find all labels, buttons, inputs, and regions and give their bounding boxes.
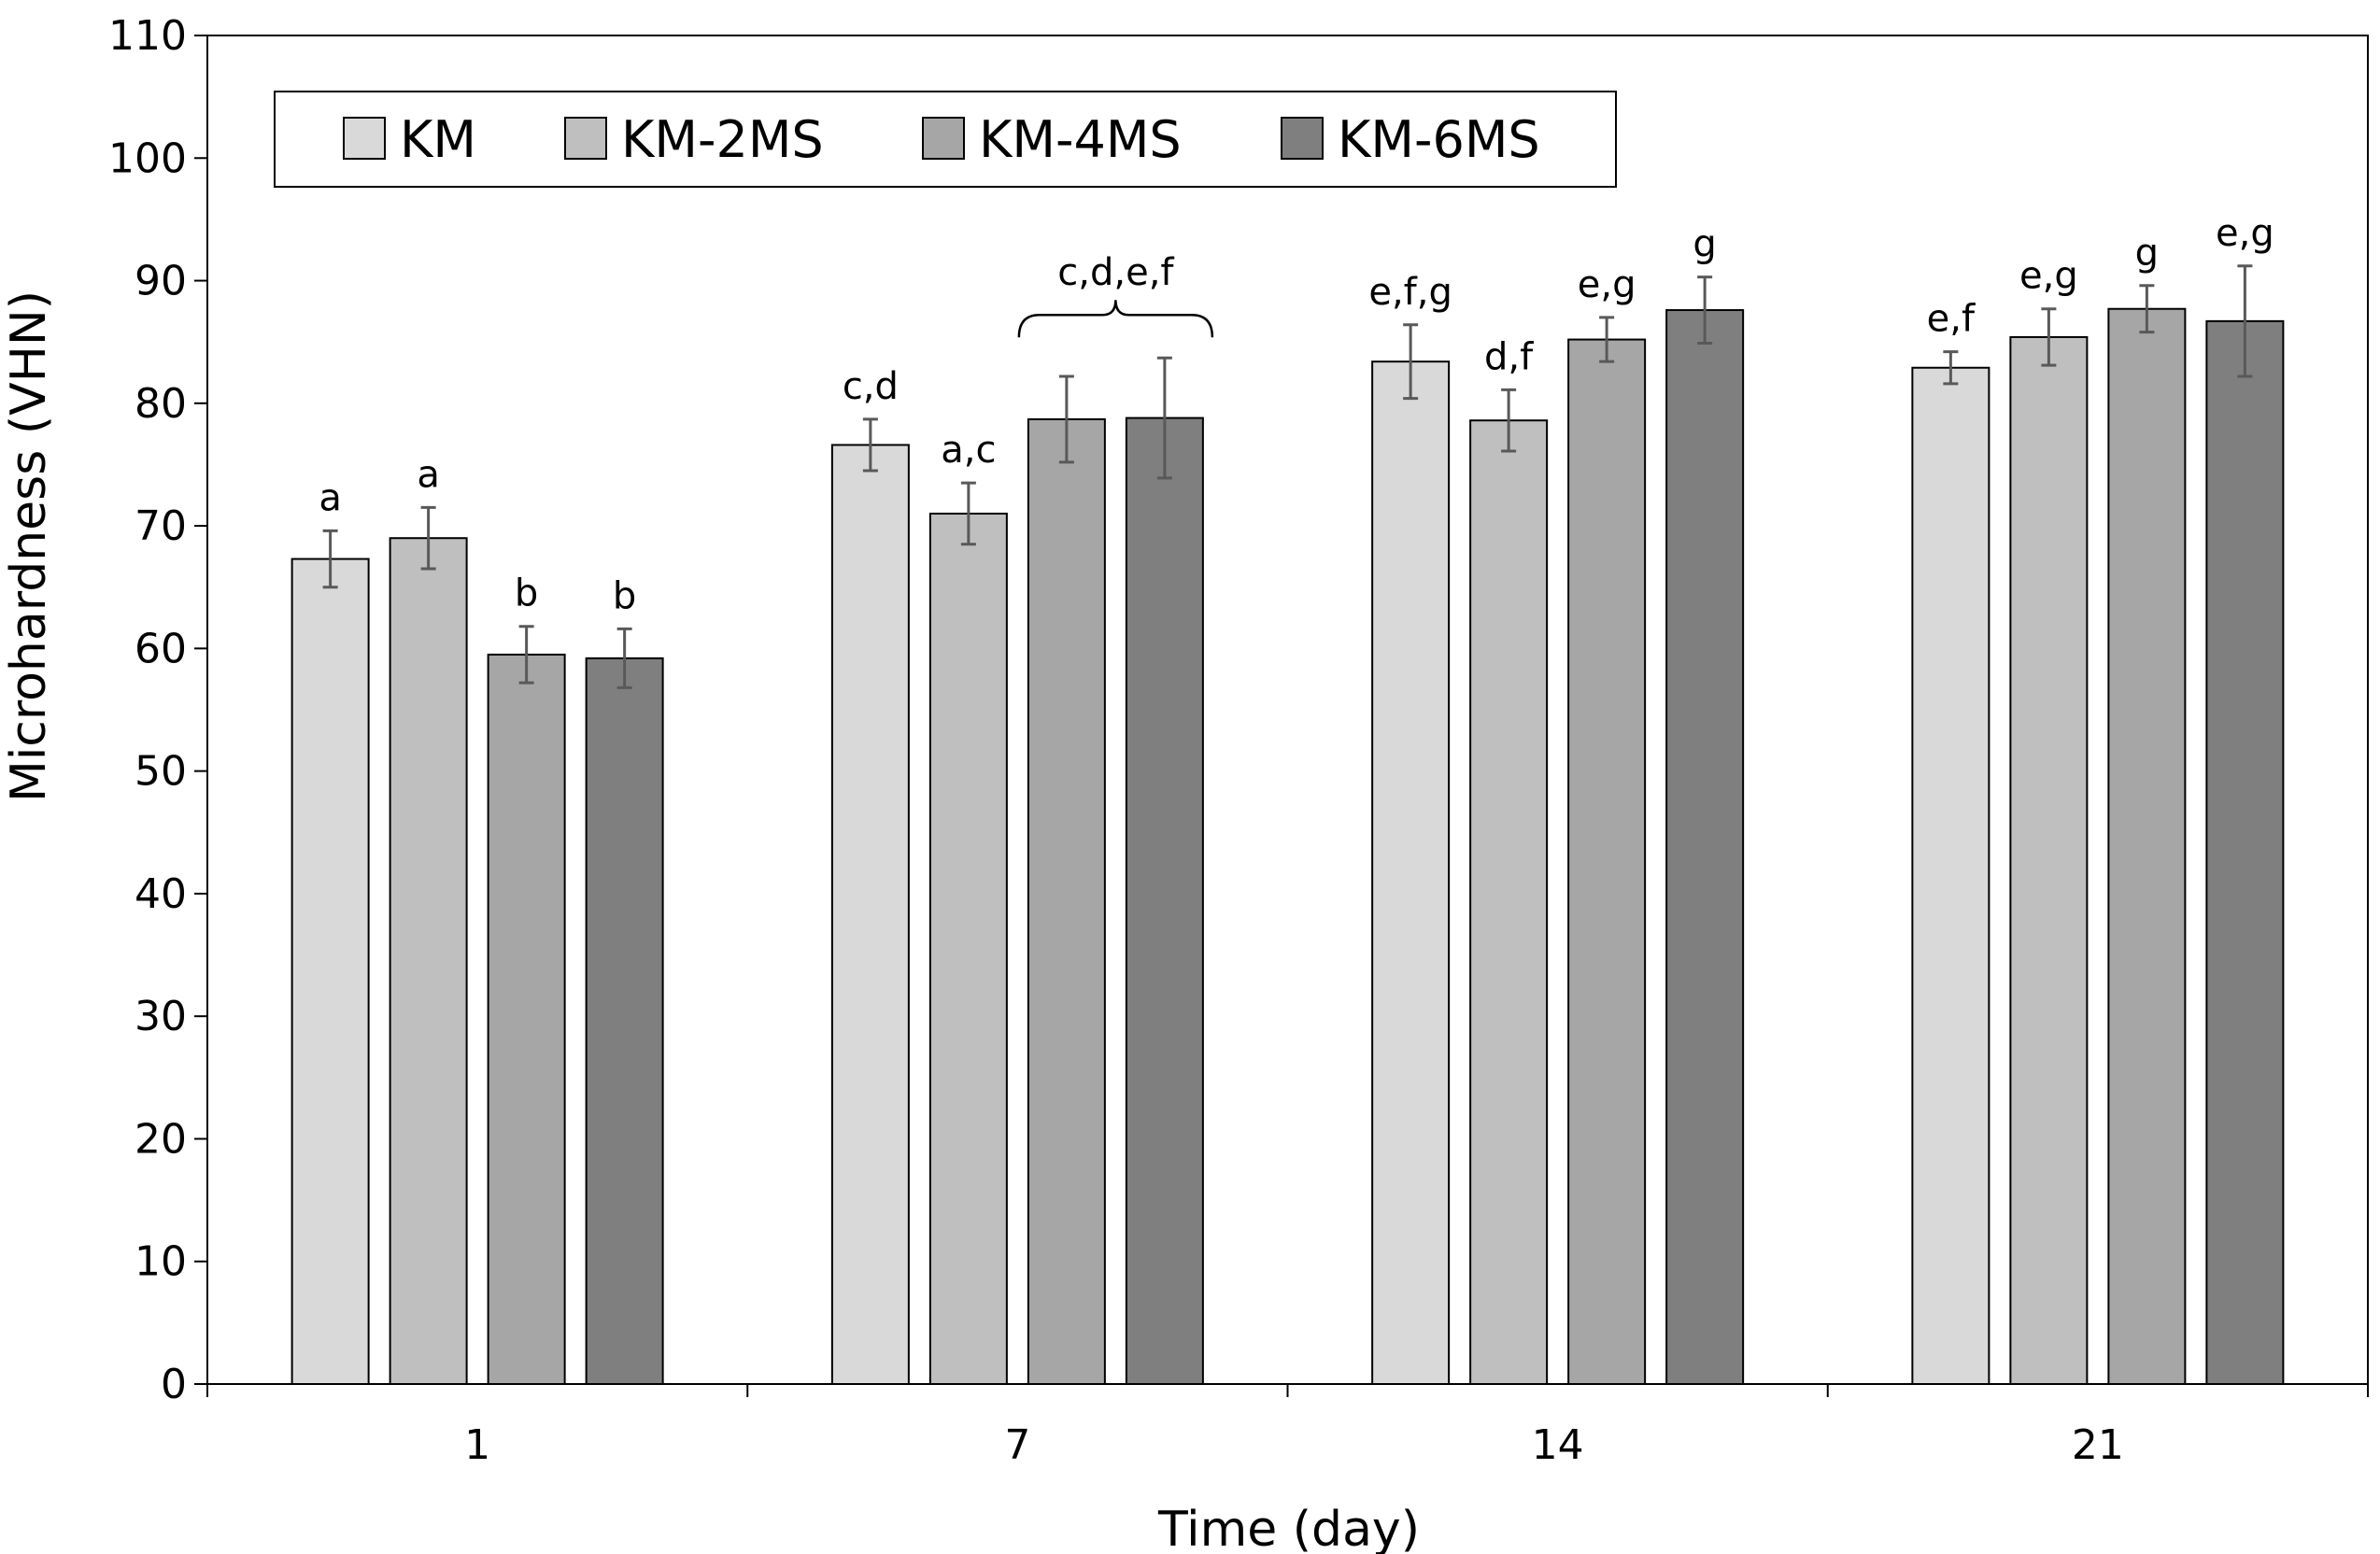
legend-swatch (564, 117, 607, 160)
y-tick-label: 80 (135, 380, 187, 428)
x-axis: 1 7 14 21 (206, 1384, 2369, 1469)
y-tick-label: 0 (161, 1361, 187, 1408)
significance-label: e,g (1578, 263, 1636, 306)
y-tick-label: 90 (135, 258, 187, 305)
bar (1567, 338, 1647, 1385)
y-axis: 0 10 20 30 40 50 60 70 80 90 100 110 (108, 12, 207, 1408)
significance-label: g (1693, 223, 1716, 266)
significance-label: b (613, 574, 636, 617)
bar (1125, 417, 1204, 1385)
bar (2009, 335, 2089, 1385)
significance-label: b (515, 572, 538, 615)
bar (389, 537, 468, 1385)
x-tick-label: 21 (2072, 1421, 2124, 1469)
bar (1469, 419, 1549, 1385)
y-tick-label: 110 (108, 12, 187, 60)
y-tick-label: 20 (135, 1115, 187, 1163)
bar (2205, 319, 2285, 1385)
legend-swatch (922, 117, 965, 160)
significance-label: d,f (1484, 335, 1534, 378)
bar (487, 653, 566, 1385)
y-tick-label: 30 (135, 993, 187, 1040)
bar (1665, 309, 1745, 1385)
y-tick-label: 70 (135, 502, 187, 550)
bars: a c,d e,f,g e,f a a,c d,f e,g b e,g g b g e,g (290, 212, 2285, 1386)
x-tick-label: 1 (464, 1421, 490, 1469)
significance-label: e,f,g (1368, 271, 1452, 314)
legend: KM KM-2MS KM-4MS KM-6MS (274, 91, 1617, 188)
y-tick-label: 60 (135, 625, 187, 672)
significance-brace (1017, 300, 1214, 338)
y-tick-label: 50 (135, 748, 187, 796)
bar (1911, 366, 1990, 1385)
legend-label: KM-6MS (1338, 110, 1540, 169)
legend-label: KM (400, 110, 476, 169)
significance-label: a,c (941, 429, 996, 472)
bar (830, 444, 910, 1385)
significance-label: a (417, 453, 440, 496)
legend-swatch (1281, 117, 1324, 160)
x-tick-label: 14 (1532, 1421, 1584, 1469)
bar (1371, 360, 1451, 1386)
x-tick-label: 7 (1004, 1421, 1030, 1469)
legend-label: KM-2MS (621, 110, 824, 169)
significance-label: c,d,e,f (1057, 251, 1174, 294)
bar (2107, 307, 2187, 1386)
y-tick-label: 100 (108, 134, 187, 182)
significance-label: g (2135, 232, 2159, 275)
y-tick-label: 10 (135, 1238, 187, 1286)
significance-label: c,d (843, 365, 899, 408)
significance-label: e,f (1927, 298, 1976, 341)
y-tick-label: 40 (135, 870, 187, 918)
bar (1027, 417, 1106, 1385)
bar (585, 657, 664, 1385)
legend-swatch (343, 117, 386, 160)
annotations: c,d,e,f (1017, 251, 1214, 338)
significance-label: e,g (2216, 212, 2274, 255)
y-axis-title: Microhardness (VHN) (1, 290, 57, 802)
bar (928, 512, 1008, 1385)
significance-label: a (319, 476, 342, 519)
x-axis-title: Time (day) (1157, 1502, 1420, 1554)
significance-label: e,g (2019, 255, 2078, 298)
bar (290, 558, 370, 1385)
legend-label: KM-4MS (979, 110, 1182, 169)
